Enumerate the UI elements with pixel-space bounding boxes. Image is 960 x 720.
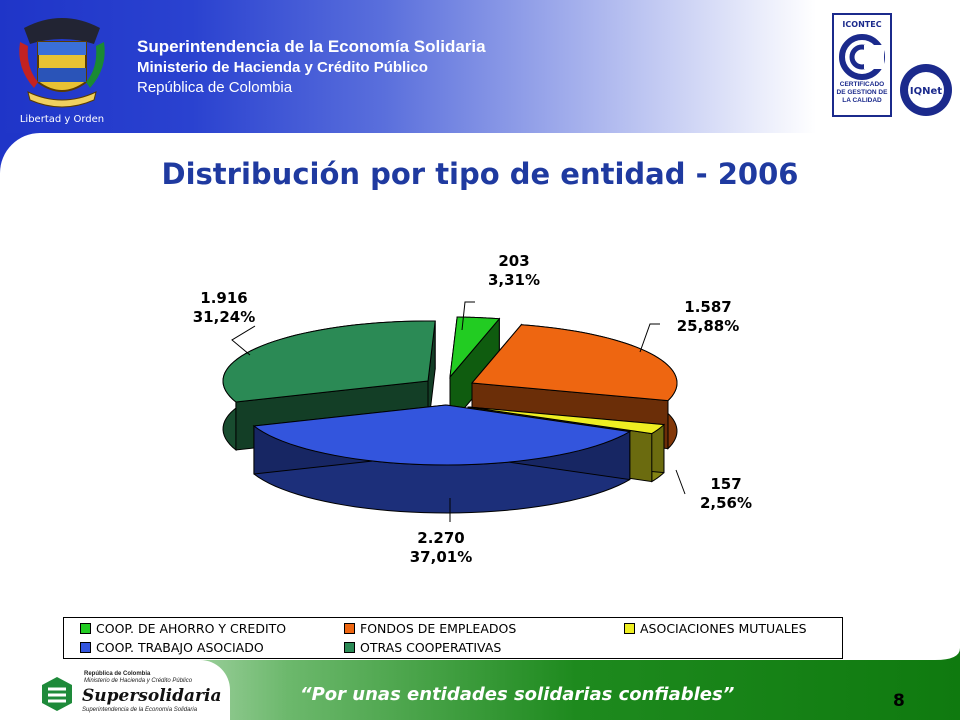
- icontec-label: ICONTEC: [842, 20, 881, 29]
- logo-country: República de Colombia: [84, 671, 151, 677]
- organization-block: Superintendencia de la Economía Solidari…: [137, 36, 486, 98]
- footer-band: [0, 648, 960, 720]
- data-label-percent: 3,31%: [488, 271, 540, 289]
- logo-name: Supersolidaria: [82, 686, 222, 706]
- pie-slice-top: [222, 320, 436, 403]
- data-label-percent: 25,88%: [677, 317, 739, 335]
- legend-swatch: [624, 623, 635, 634]
- org-ministry: Ministerio de Hacienda y Crédito Público: [137, 59, 428, 76]
- legend-item: COOP. DE AHORRO Y CREDITO: [80, 621, 286, 636]
- legend-item: ASOCIACIONES MUTUALES: [624, 621, 807, 636]
- footer-logo-area: [0, 660, 230, 720]
- crest-motto: Libertad y Orden: [20, 114, 104, 125]
- pie-slice-top: [467, 406, 666, 435]
- data-label-percent: 37,01%: [410, 548, 472, 566]
- legend-label: FONDOS DE EMPLEADOS: [360, 621, 517, 636]
- pie-slice-4: [252, 404, 632, 514]
- iqnet-certification-logo: IQNet: [900, 64, 952, 116]
- org-name: Superintendencia de la Economía Solidari…: [137, 37, 486, 56]
- logo-subtitle: Superintendencia de la Economía Solidari…: [82, 707, 198, 713]
- colombia-coat-of-arms-icon: Libertad y Orden: [19, 18, 105, 125]
- legend-label: COOP. TRABAJO ASOCIADO: [96, 640, 264, 655]
- legend-swatch: [80, 642, 91, 653]
- legend-item: FONDOS DE EMPLEADOS: [344, 621, 516, 636]
- legend-item: COOP. TRABAJO ASOCIADO: [80, 640, 264, 655]
- data-label-value: 1.916: [200, 289, 247, 307]
- data-label-percent: 2,56%: [700, 494, 752, 512]
- org-country: República de Colombia: [137, 79, 293, 96]
- slide-header: Libertad y Orden Superintendencia de la …: [0, 0, 960, 133]
- header-corner-curve: [0, 133, 40, 173]
- slide-title: Distribución por tipo de entidad - 2006: [161, 157, 799, 191]
- legend-swatch: [344, 642, 355, 653]
- data-label-value: 203: [498, 252, 529, 270]
- footer-slogan: “Por unas entidades solidarias confiable…: [300, 684, 735, 705]
- legend-label: COOP. DE AHORRO Y CREDITO: [96, 621, 287, 636]
- iqnet-label: IQNet: [910, 86, 942, 97]
- legend-swatch: [344, 623, 355, 634]
- pie-slice-top: [252, 404, 632, 466]
- legend-swatch: [80, 623, 91, 634]
- page-number: 8: [893, 691, 905, 711]
- supersolidaria-logo-icon: [42, 677, 72, 711]
- logo-ministry: Ministerio de Hacienda y Crédito Público: [84, 678, 193, 684]
- legend-item: OTRAS COOPERATIVAS: [344, 640, 501, 655]
- chart-legend: COOP. DE AHORRO Y CREDITO FONDOS DE EMPLE…: [63, 617, 843, 659]
- cert-text: CERTIFICADO DE GESTION DE LA CALIDAD: [836, 81, 888, 104]
- leader-line: [639, 323, 660, 353]
- leader-line: [675, 469, 686, 495]
- data-label-value: 1.587: [684, 298, 731, 316]
- leader-line: [231, 325, 256, 356]
- data-label-percent: 31,24%: [193, 308, 255, 326]
- legend-label: OTRAS COOPERATIVAS: [360, 640, 502, 655]
- icontec-certification-logo: ICONTEC CERTIFICADO DE GESTION DE LA CAL…: [832, 13, 892, 117]
- data-label-value: 2.270: [417, 529, 464, 547]
- legend-label: ASOCIACIONES MUTUALES: [640, 621, 807, 636]
- pie-slice-top: [470, 324, 678, 402]
- leader-line: [461, 301, 475, 331]
- data-label-value: 157: [710, 475, 741, 493]
